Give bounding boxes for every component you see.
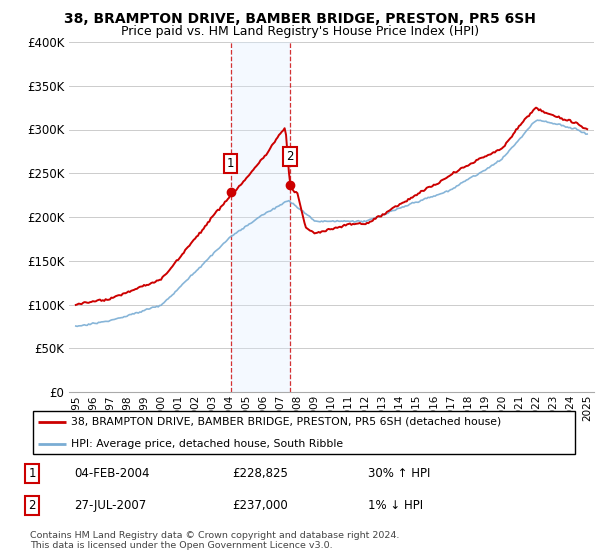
Text: 2: 2 [286, 150, 294, 163]
Text: 1: 1 [28, 467, 36, 480]
Text: 2: 2 [28, 499, 36, 512]
Text: 1% ↓ HPI: 1% ↓ HPI [368, 499, 423, 512]
Text: 30% ↑ HPI: 30% ↑ HPI [368, 467, 430, 480]
Text: 1: 1 [227, 157, 235, 170]
Text: £237,000: £237,000 [232, 499, 288, 512]
Bar [231, 42, 290, 392]
Text: £228,825: £228,825 [232, 467, 288, 480]
Text: 27-JUL-2007: 27-JUL-2007 [74, 499, 146, 512]
Text: Contains HM Land Registry data © Crown copyright and database right 2024.
This d: Contains HM Land Registry data © Crown c… [30, 531, 400, 550]
Text: 38, BRAMPTON DRIVE, BAMBER BRIDGE, PRESTON, PR5 6SH (detached house): 38, BRAMPTON DRIVE, BAMBER BRIDGE, PREST… [71, 417, 502, 427]
Text: Price paid vs. HM Land Registry's House Price Index (HPI): Price paid vs. HM Land Registry's House … [121, 25, 479, 38]
FancyBboxPatch shape [33, 411, 575, 454]
Text: HPI: Average price, detached house, South Ribble: HPI: Average price, detached house, Sout… [71, 438, 343, 449]
Text: 38, BRAMPTON DRIVE, BAMBER BRIDGE, PRESTON, PR5 6SH: 38, BRAMPTON DRIVE, BAMBER BRIDGE, PREST… [64, 12, 536, 26]
Text: 04-FEB-2004: 04-FEB-2004 [74, 467, 150, 480]
